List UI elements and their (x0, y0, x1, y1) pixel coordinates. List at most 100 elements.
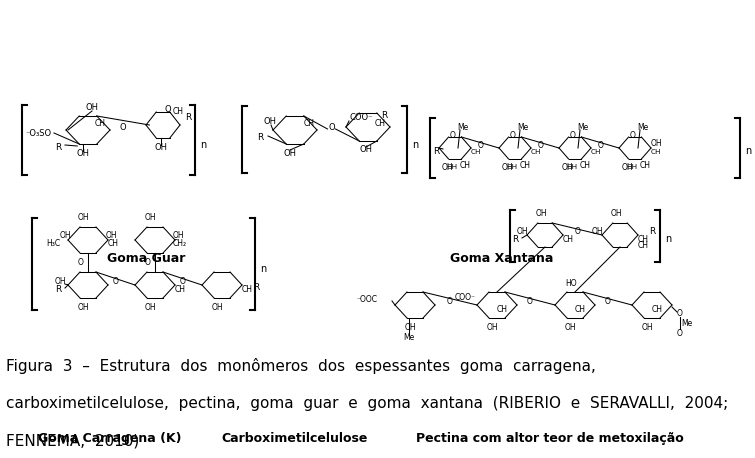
Text: CH: CH (94, 120, 105, 129)
Text: CH: CH (471, 149, 481, 155)
Text: n: n (260, 264, 266, 274)
Text: Pectina com altor teor de metoxilação: Pectina com altor teor de metoxilação (416, 432, 683, 445)
Text: OH: OH (501, 164, 513, 173)
Text: OH: OH (441, 164, 453, 173)
Text: O: O (78, 258, 84, 267)
Text: CH: CH (637, 234, 649, 244)
Text: Me: Me (637, 122, 649, 131)
Text: CH: CH (242, 284, 252, 294)
Text: R: R (253, 283, 259, 291)
Text: OH: OH (54, 278, 66, 287)
Text: n: n (412, 140, 418, 149)
Text: CH: CH (460, 160, 470, 169)
Text: O: O (119, 124, 126, 132)
Text: CH: CH (652, 305, 662, 313)
Text: OH: OH (144, 213, 156, 223)
Text: O: O (527, 298, 533, 306)
Text: CH: CH (174, 284, 186, 294)
Text: O: O (570, 131, 576, 140)
Text: OH: OH (561, 164, 573, 173)
Text: O: O (597, 141, 603, 149)
Text: Me: Me (517, 122, 528, 131)
Text: R: R (512, 235, 518, 245)
Text: O: O (477, 141, 483, 149)
Text: CH: CH (637, 240, 649, 250)
Text: OH: OH (591, 228, 602, 236)
Text: O: O (165, 105, 171, 114)
Text: ⁻OOC: ⁻OOC (356, 294, 377, 304)
Text: n: n (745, 146, 751, 156)
Text: Me: Me (578, 122, 589, 131)
Text: OH: OH (77, 213, 89, 223)
Text: CH: CH (562, 234, 574, 244)
Text: n: n (665, 234, 671, 244)
Text: OH: OH (59, 230, 71, 240)
Text: O: O (510, 131, 516, 140)
Text: carboximetilcelulose,  pectina,  goma  guar  e  goma  xantana  (RIBERIO  e  SERA: carboximetilcelulose, pectina, goma guar… (6, 396, 729, 411)
Text: R: R (433, 147, 439, 156)
Text: CH: CH (531, 149, 541, 155)
Text: H₃C: H₃C (46, 239, 60, 247)
Text: CH₂: CH₂ (173, 240, 187, 249)
Text: Goma Xantana: Goma Xantana (451, 252, 553, 265)
Text: OH: OH (610, 209, 622, 218)
Text: OH: OH (627, 164, 637, 170)
Text: CH: CH (580, 160, 590, 169)
Text: O: O (450, 131, 456, 140)
Text: Figura  3  –  Estrutura  dos  monômeros  dos  espessantes  goma  carragena,: Figura 3 – Estrutura dos monômeros dos e… (6, 358, 596, 374)
Text: OH: OH (263, 118, 276, 126)
Text: Me: Me (403, 333, 414, 343)
Text: R: R (649, 228, 655, 236)
Text: O: O (677, 328, 683, 338)
Text: CH: CH (519, 160, 531, 169)
Text: OH: OH (76, 149, 90, 158)
Text: R: R (55, 285, 61, 294)
Text: OH: OH (404, 322, 416, 332)
Text: OH: OH (85, 104, 98, 113)
Text: ⁻O₃SO: ⁻O₃SO (26, 129, 52, 137)
Text: OH: OH (641, 322, 653, 332)
Text: O: O (605, 298, 611, 306)
Text: CH: CH (651, 149, 661, 155)
Text: OH: OH (446, 164, 458, 170)
Text: CH: CH (374, 119, 385, 127)
Text: OH: OH (283, 148, 297, 158)
Text: OH: OH (566, 164, 578, 170)
Text: Goma Guar: Goma Guar (106, 252, 185, 265)
Text: Carboximetilcelulose: Carboximetilcelulose (221, 432, 368, 445)
Text: CH: CH (575, 305, 585, 313)
Text: O: O (180, 278, 186, 287)
Text: CH: CH (639, 160, 651, 169)
Text: FENNEMA,  2010): FENNEMA, 2010) (6, 433, 139, 448)
Text: COO⁻: COO⁻ (455, 293, 476, 301)
Text: OH: OH (172, 230, 183, 240)
Text: O: O (574, 228, 580, 236)
Text: OH: OH (77, 302, 89, 311)
Text: OH: OH (535, 209, 547, 218)
Text: CH: CH (172, 108, 183, 116)
Text: Me: Me (458, 122, 469, 131)
Text: n: n (200, 140, 206, 150)
Text: OH: OH (564, 322, 576, 332)
Text: R: R (185, 113, 191, 121)
Text: O: O (630, 131, 636, 140)
Text: OH: OH (516, 228, 528, 236)
Text: R: R (55, 143, 61, 153)
Text: HO: HO (565, 279, 577, 289)
Text: O: O (328, 122, 334, 131)
Text: CH: CH (590, 149, 601, 155)
Text: CH: CH (497, 305, 507, 313)
Text: OH: OH (486, 322, 498, 332)
Text: OH: OH (621, 164, 633, 173)
Text: OH: OH (144, 302, 156, 311)
Text: OH: OH (211, 302, 223, 311)
Text: O: O (677, 309, 683, 317)
Text: CH: CH (304, 120, 314, 129)
Text: R: R (257, 133, 263, 142)
Text: OH: OH (359, 146, 372, 154)
Text: Me: Me (681, 318, 692, 327)
Text: OH: OH (155, 143, 168, 153)
Text: O: O (112, 278, 119, 287)
Text: OH: OH (507, 164, 518, 170)
Text: O: O (447, 298, 453, 306)
